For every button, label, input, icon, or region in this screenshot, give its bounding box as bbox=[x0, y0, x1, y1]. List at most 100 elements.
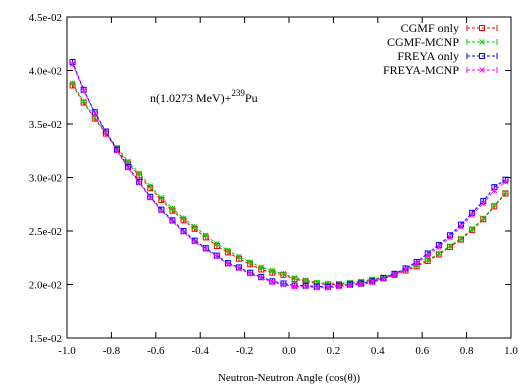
data-point bbox=[380, 276, 387, 283]
series-line bbox=[72, 61, 506, 288]
data-point bbox=[469, 212, 476, 218]
data-point bbox=[158, 207, 165, 214]
data-point bbox=[469, 226, 476, 232]
data-point bbox=[80, 87, 87, 94]
x-tick-label: 0.4 bbox=[371, 345, 385, 357]
data-point bbox=[225, 247, 231, 254]
annotation-superscript: 239 bbox=[231, 88, 245, 98]
x-axis-label: Neutron-Neutron Angle (cos(θ)) bbox=[218, 372, 360, 384]
data-point bbox=[358, 281, 365, 288]
data-point bbox=[169, 218, 176, 225]
legend-entry: CGMF only bbox=[401, 21, 498, 35]
x-tick-label: 0.2 bbox=[327, 345, 341, 357]
x-tick-label: -1.0 bbox=[58, 345, 76, 357]
data-point bbox=[424, 257, 431, 263]
legend-label: FREYA-MCNP bbox=[383, 63, 459, 77]
series-line bbox=[72, 83, 506, 284]
x-tick-label: -0.2 bbox=[236, 345, 253, 357]
data-point bbox=[336, 283, 342, 290]
data-point bbox=[102, 129, 109, 136]
data-point bbox=[247, 270, 254, 277]
data-point bbox=[258, 275, 265, 281]
series-line bbox=[72, 85, 506, 285]
data-point bbox=[91, 110, 98, 117]
y-tick-label: 1.5e-02 bbox=[29, 333, 62, 345]
legend-label: FREYA only bbox=[397, 49, 459, 63]
y-tick-label: 2.0e-02 bbox=[29, 280, 62, 292]
data-point bbox=[225, 261, 231, 268]
data-point bbox=[69, 61, 76, 67]
data-point bbox=[391, 272, 398, 278]
data-point bbox=[291, 283, 298, 290]
data-point bbox=[447, 234, 453, 241]
data-point bbox=[114, 147, 120, 154]
data-point bbox=[180, 229, 187, 235]
x-tick-label: 0.0 bbox=[282, 345, 296, 357]
data-point bbox=[369, 279, 376, 286]
data-point bbox=[302, 283, 309, 290]
y-tick-label: 4.5e-02 bbox=[29, 12, 62, 24]
data-point bbox=[236, 253, 242, 260]
data-point bbox=[424, 252, 431, 259]
data-point bbox=[347, 282, 353, 289]
data-point bbox=[169, 205, 176, 212]
series-line bbox=[72, 63, 506, 289]
x-tick-label: 0.8 bbox=[460, 345, 474, 357]
data-point bbox=[313, 284, 320, 291]
data-point bbox=[413, 260, 420, 266]
data-point bbox=[280, 281, 287, 288]
data-point bbox=[280, 270, 287, 277]
y-tick-label: 2.5e-02 bbox=[29, 226, 62, 238]
data-point bbox=[136, 170, 143, 177]
data-point bbox=[258, 264, 265, 271]
x-tick-label: -0.4 bbox=[191, 345, 209, 357]
legend-marker bbox=[479, 53, 485, 59]
x-tick-labels: -1.0 -0.8 -0.6 -0.4 -0.2 0.0 0.2 0.4 0.6 0.8 1.0 bbox=[58, 345, 518, 357]
legend-label: CGMF only bbox=[401, 21, 459, 35]
data-point bbox=[191, 238, 198, 245]
data-point bbox=[136, 179, 143, 186]
y-tick-labels: 1.5e-02 2.0e-02 2.5e-02 3.0e-02 3.5e-02 4.0e-… bbox=[29, 12, 62, 345]
legend-entry: FREYA-MCNP bbox=[383, 63, 498, 77]
data-point bbox=[269, 267, 276, 274]
data-point bbox=[502, 189, 509, 196]
data-point bbox=[324, 284, 331, 291]
data-point bbox=[480, 215, 487, 222]
x-tick-label: 1.0 bbox=[504, 345, 518, 357]
data-point bbox=[491, 187, 498, 194]
data-point bbox=[80, 98, 87, 105]
x-tick-label: -0.8 bbox=[103, 345, 121, 357]
annotation-tail: Pu bbox=[245, 91, 258, 105]
data-point bbox=[324, 280, 331, 287]
data-point bbox=[202, 232, 209, 239]
legend-marker bbox=[479, 39, 485, 45]
data-point bbox=[191, 223, 198, 230]
legend-label: CGMF-MCNP bbox=[387, 35, 459, 49]
data-point bbox=[269, 279, 276, 286]
data-point bbox=[147, 194, 154, 201]
plot-annotation: n(1.0273 MeV)+239Pu bbox=[150, 88, 258, 105]
series-layer bbox=[69, 58, 509, 291]
data-point bbox=[158, 194, 165, 201]
data-point bbox=[458, 235, 464, 242]
x-tick-label: -0.6 bbox=[147, 345, 165, 357]
data-point bbox=[125, 158, 131, 165]
data-point bbox=[302, 277, 309, 284]
ticks-layer bbox=[66, 16, 512, 339]
y-tick-label: 4.0e-02 bbox=[29, 66, 62, 78]
legend-marker bbox=[479, 25, 485, 31]
data-point bbox=[447, 243, 453, 249]
data-point bbox=[236, 265, 242, 272]
data-point bbox=[247, 259, 254, 265]
y-tick-label: 3.0e-02 bbox=[29, 173, 62, 185]
data-point bbox=[458, 223, 464, 230]
data-point bbox=[402, 266, 409, 273]
data-point bbox=[435, 244, 442, 250]
legend-marker bbox=[479, 67, 485, 73]
data-point bbox=[125, 165, 131, 171]
data-point bbox=[213, 253, 220, 260]
data-point bbox=[202, 246, 209, 253]
data-point bbox=[502, 178, 509, 185]
